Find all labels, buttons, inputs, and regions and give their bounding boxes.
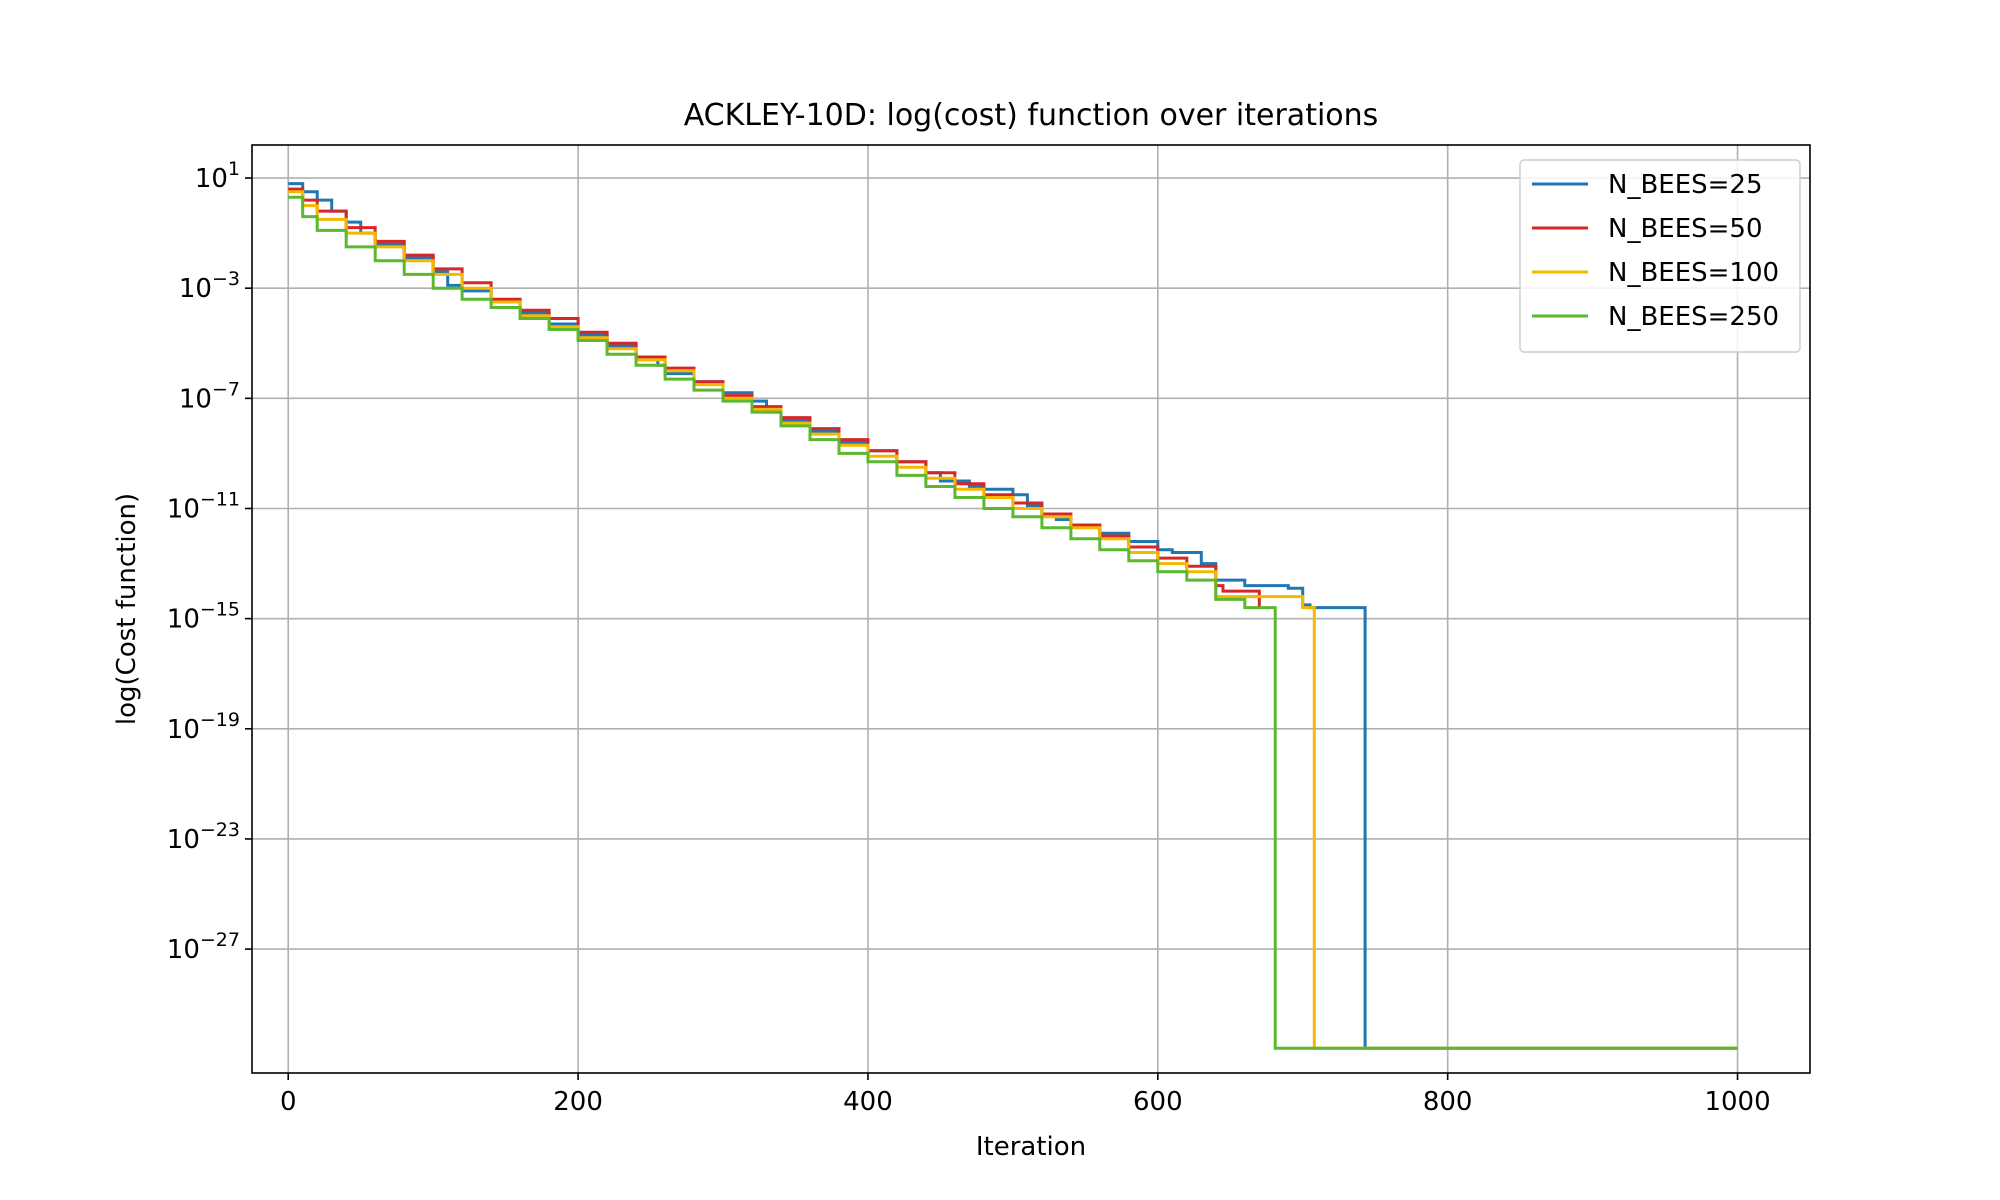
x-tick-label: 200 [553, 1087, 603, 1117]
chart-title: ACKLEY-10D: log(cost) function over iter… [684, 98, 1379, 133]
legend: N_BEES=25 N_BEES=50 N_BEES=100 N_BEES=250 [1519, 159, 1801, 353]
x-tick-label: 0 [280, 1087, 297, 1117]
plot-frame [251, 144, 1811, 1074]
legend-label: N_BEES=25 [1608, 170, 1763, 200]
y-axis-label: log(Cost function) [112, 493, 142, 725]
y-tick-label: 10−3 [179, 268, 240, 304]
legend-label: N_BEES=250 [1608, 302, 1779, 332]
series-line-n-bees-250 [288, 195, 1738, 1050]
legend-label: N_BEES=100 [1608, 258, 1779, 288]
x-axis-label: Iteration [976, 1132, 1086, 1162]
y-tick-label: 10−27 [167, 929, 240, 965]
x-tick-label: 1000 [1704, 1087, 1770, 1117]
y-tick-label: 101 [195, 158, 240, 194]
legend-box [1519, 159, 1801, 353]
y-tick-label: 10−7 [179, 378, 240, 414]
plot-series [288, 182, 1738, 1050]
y-tick-label: 10−11 [167, 488, 240, 524]
y-tick-label: 10−19 [167, 709, 240, 745]
x-tick-label: 600 [1133, 1087, 1183, 1117]
y-tick-label: 10−15 [167, 599, 240, 635]
axis-ticks: 0 200 400 600 800 1000 101 10−3 10−7 10−11 10−15 10… [167, 158, 1771, 1117]
x-tick-label: 800 [1423, 1087, 1473, 1117]
legend-label: N_BEES=50 [1608, 214, 1763, 244]
x-tick-label: 400 [843, 1087, 893, 1117]
y-tick-label: 10−23 [167, 819, 240, 855]
